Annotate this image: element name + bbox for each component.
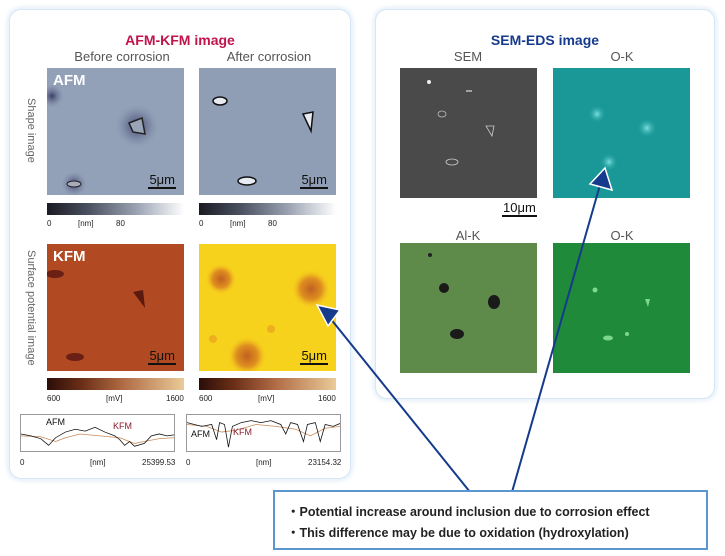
label-o-k-1: O-K bbox=[610, 49, 634, 64]
sem-image bbox=[400, 68, 537, 198]
profile-start: 0 bbox=[20, 458, 25, 467]
profile-start: 0 bbox=[186, 458, 191, 467]
label-sem: SEM bbox=[453, 49, 483, 64]
afm-kfm-title: AFM-KFM image bbox=[125, 32, 235, 48]
profile-end: 25399.53 bbox=[142, 458, 176, 467]
line-profile-before: AFM KFM bbox=[20, 414, 175, 452]
conclusion-note: ・Potential increase around inclusion due… bbox=[273, 490, 708, 550]
row-label-shape: Shape image bbox=[25, 98, 37, 163]
label-al-k: Al-K bbox=[455, 228, 481, 243]
kfm-colorbar-after bbox=[199, 378, 336, 390]
kfm-after-image: 5μm bbox=[199, 244, 336, 371]
note-line-2: ・This difference may be due to oxidation… bbox=[287, 526, 629, 540]
profile-afm-label: AFM bbox=[46, 417, 65, 427]
afm-overlay-label: AFM bbox=[53, 72, 86, 89]
al-k-map bbox=[400, 243, 537, 373]
line-profile-after: AFM KFM bbox=[186, 414, 341, 452]
column-label-after: After corrosion bbox=[226, 49, 312, 64]
colorbar-tick-min: 600 bbox=[199, 394, 213, 403]
profile-kfm-label: KFM bbox=[233, 427, 252, 437]
o-k-map-1 bbox=[553, 68, 690, 198]
kfm-before-image: KFM 5μm bbox=[47, 244, 184, 371]
colorbar-tick-min: 600 bbox=[47, 394, 61, 403]
sem-scale-bar: 10μm bbox=[502, 200, 537, 217]
colorbar-unit: [mV] bbox=[258, 394, 275, 403]
colorbar-tick-mid: 80 bbox=[268, 219, 277, 228]
label-o-k-2: O-K bbox=[610, 228, 634, 243]
kfm-colorbar-before bbox=[47, 378, 184, 390]
scale-bar: 5μm bbox=[300, 348, 328, 365]
profile-unit: [nm] bbox=[90, 458, 106, 467]
sem-eds-title: SEM-EDS image bbox=[490, 32, 600, 48]
scale-bar: 5μm bbox=[148, 172, 176, 189]
colorbar-tick-max: 1600 bbox=[318, 394, 336, 403]
profile-end: 23154.32 bbox=[308, 458, 342, 467]
colorbar-unit: [nm] bbox=[78, 219, 94, 228]
profile-afm-label: AFM bbox=[191, 429, 210, 439]
afm-colorbar-after bbox=[199, 203, 336, 215]
profile-kfm-label: KFM bbox=[113, 421, 132, 431]
colorbar-tick-min: 0 bbox=[47, 219, 52, 228]
o-k-map-2 bbox=[553, 243, 690, 373]
kfm-overlay-label: KFM bbox=[53, 248, 86, 265]
row-label-surface-potential: Surface potential image bbox=[25, 250, 37, 366]
scale-bar: 5μm bbox=[300, 172, 328, 189]
afm-colorbar-before bbox=[47, 203, 184, 215]
colorbar-unit: [nm] bbox=[230, 219, 246, 228]
scale-bar: 5μm bbox=[148, 348, 176, 365]
colorbar-unit: [mV] bbox=[106, 394, 123, 403]
note-line-1: ・Potential increase around inclusion due… bbox=[287, 505, 650, 519]
afm-before-image: AFM 5μm bbox=[47, 68, 184, 195]
afm-after-image: 5μm bbox=[199, 68, 336, 195]
column-label-before: Before corrosion bbox=[74, 49, 170, 64]
profile-unit: [nm] bbox=[256, 458, 272, 467]
colorbar-tick-max: 1600 bbox=[166, 394, 184, 403]
colorbar-tick-mid: 80 bbox=[116, 219, 125, 228]
colorbar-tick-min: 0 bbox=[199, 219, 204, 228]
